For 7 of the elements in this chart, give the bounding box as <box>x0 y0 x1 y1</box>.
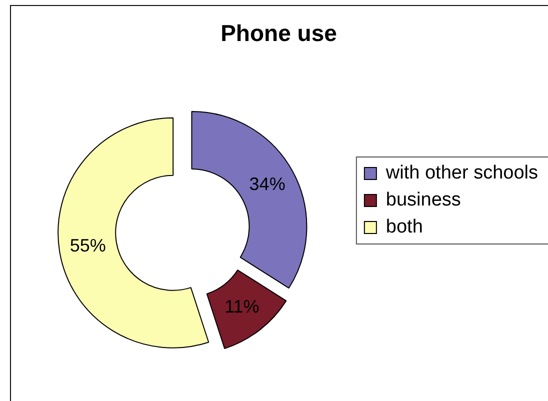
data-label: 55% <box>70 235 106 256</box>
data-label: 34% <box>249 174 286 194</box>
legend-label: both <box>386 216 423 238</box>
data-label: 11% <box>224 296 260 316</box>
legend-label: with other schools <box>384 162 538 184</box>
chart-title: Phone use <box>220 20 337 46</box>
legend-label: business <box>386 190 461 211</box>
